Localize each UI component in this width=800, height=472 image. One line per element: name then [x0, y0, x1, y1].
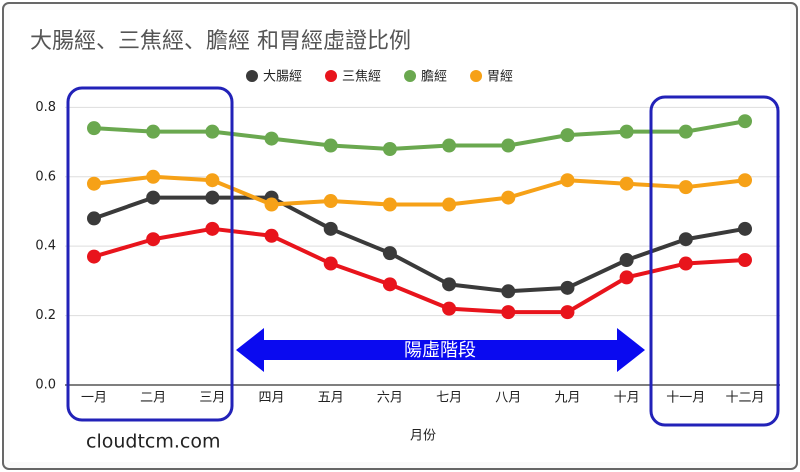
data-point — [264, 131, 279, 146]
plot-card — [10, 10, 790, 462]
legend-label: 膽經 — [421, 70, 447, 85]
data-point — [619, 124, 634, 139]
highlight-box — [66, 86, 234, 422]
data-point — [382, 197, 397, 212]
arrow — [236, 328, 645, 372]
x-tick-label: 十一月 — [666, 391, 705, 406]
legend-marker — [325, 70, 338, 82]
x-tick-label: 八月 — [495, 391, 521, 406]
data-point — [87, 176, 101, 191]
y-tick-label: 0.4 — [35, 239, 56, 254]
data-point — [146, 169, 161, 184]
chart-title: 大腸經、三焦經、膽經 和胃經虛證比例 — [30, 29, 411, 54]
data-point — [501, 284, 516, 299]
x-tick-label: 九月 — [554, 391, 580, 406]
data-point — [87, 211, 101, 226]
x-tick-label: 三月 — [199, 391, 225, 406]
data-point — [678, 232, 693, 247]
series-line — [93, 119, 746, 151]
data-point — [678, 180, 693, 195]
data-point — [619, 270, 634, 285]
legend-label: 大腸經 — [263, 70, 302, 85]
x-tick-label: 二月 — [140, 391, 166, 406]
data-point — [501, 305, 516, 320]
legend-marker — [246, 70, 258, 82]
y-tick-label: 0.8 — [35, 100, 56, 115]
data-point — [323, 221, 338, 236]
watermark: cloudtcm.com — [86, 431, 220, 453]
data-point — [560, 128, 575, 143]
x-tick-label: 一月 — [81, 391, 107, 406]
data-point — [205, 173, 220, 188]
data-point — [560, 173, 575, 188]
data-point — [678, 256, 693, 271]
y-tick-label: 0.2 — [35, 308, 56, 323]
data-point — [264, 228, 279, 243]
x-tick-label: 十二月 — [725, 391, 764, 406]
data-point — [501, 190, 516, 205]
series-line — [93, 195, 746, 294]
data-point — [205, 221, 220, 236]
data-point — [205, 190, 220, 205]
data-point — [442, 277, 457, 292]
data-point — [560, 280, 575, 295]
data-point — [323, 256, 338, 271]
x-tick-label: 十月 — [614, 391, 640, 406]
data-point — [560, 305, 575, 320]
data-point — [678, 124, 693, 139]
data-point — [323, 138, 338, 153]
y-tick-label: 0.0 — [35, 378, 56, 393]
data-point — [738, 114, 752, 129]
data-point — [619, 176, 634, 191]
series-line — [93, 174, 746, 207]
legend-label: 胃經 — [487, 70, 513, 85]
data-point — [146, 190, 161, 205]
data-point — [146, 232, 161, 247]
legend-marker — [404, 70, 417, 82]
data-point — [146, 124, 161, 139]
x-tick-label: 六月 — [377, 391, 403, 406]
series-line — [93, 226, 746, 315]
legend-label: 三焦經 — [342, 70, 381, 85]
data-point — [382, 277, 397, 292]
x-axis-label: 月份 — [410, 429, 436, 444]
data-point — [501, 138, 516, 153]
annotation: 陽虛階段 — [404, 340, 476, 361]
data-point — [264, 197, 279, 212]
data-point — [87, 121, 101, 136]
data-point — [738, 253, 752, 268]
data-point — [619, 253, 634, 268]
legend-marker — [470, 70, 483, 82]
data-point — [442, 301, 457, 316]
y-tick-label: 0.6 — [35, 169, 56, 184]
highlight-box — [649, 95, 780, 427]
data-point — [738, 173, 752, 188]
data-point — [87, 249, 101, 264]
x-tick-label: 四月 — [259, 391, 285, 406]
data-point — [442, 138, 457, 153]
data-point — [323, 194, 338, 209]
x-tick-label: 七月 — [436, 391, 462, 406]
data-point — [738, 221, 752, 236]
data-point — [382, 246, 397, 261]
data-point — [442, 197, 457, 212]
x-tick-label: 五月 — [318, 391, 344, 406]
data-point — [205, 124, 220, 139]
data-point — [382, 142, 397, 156]
